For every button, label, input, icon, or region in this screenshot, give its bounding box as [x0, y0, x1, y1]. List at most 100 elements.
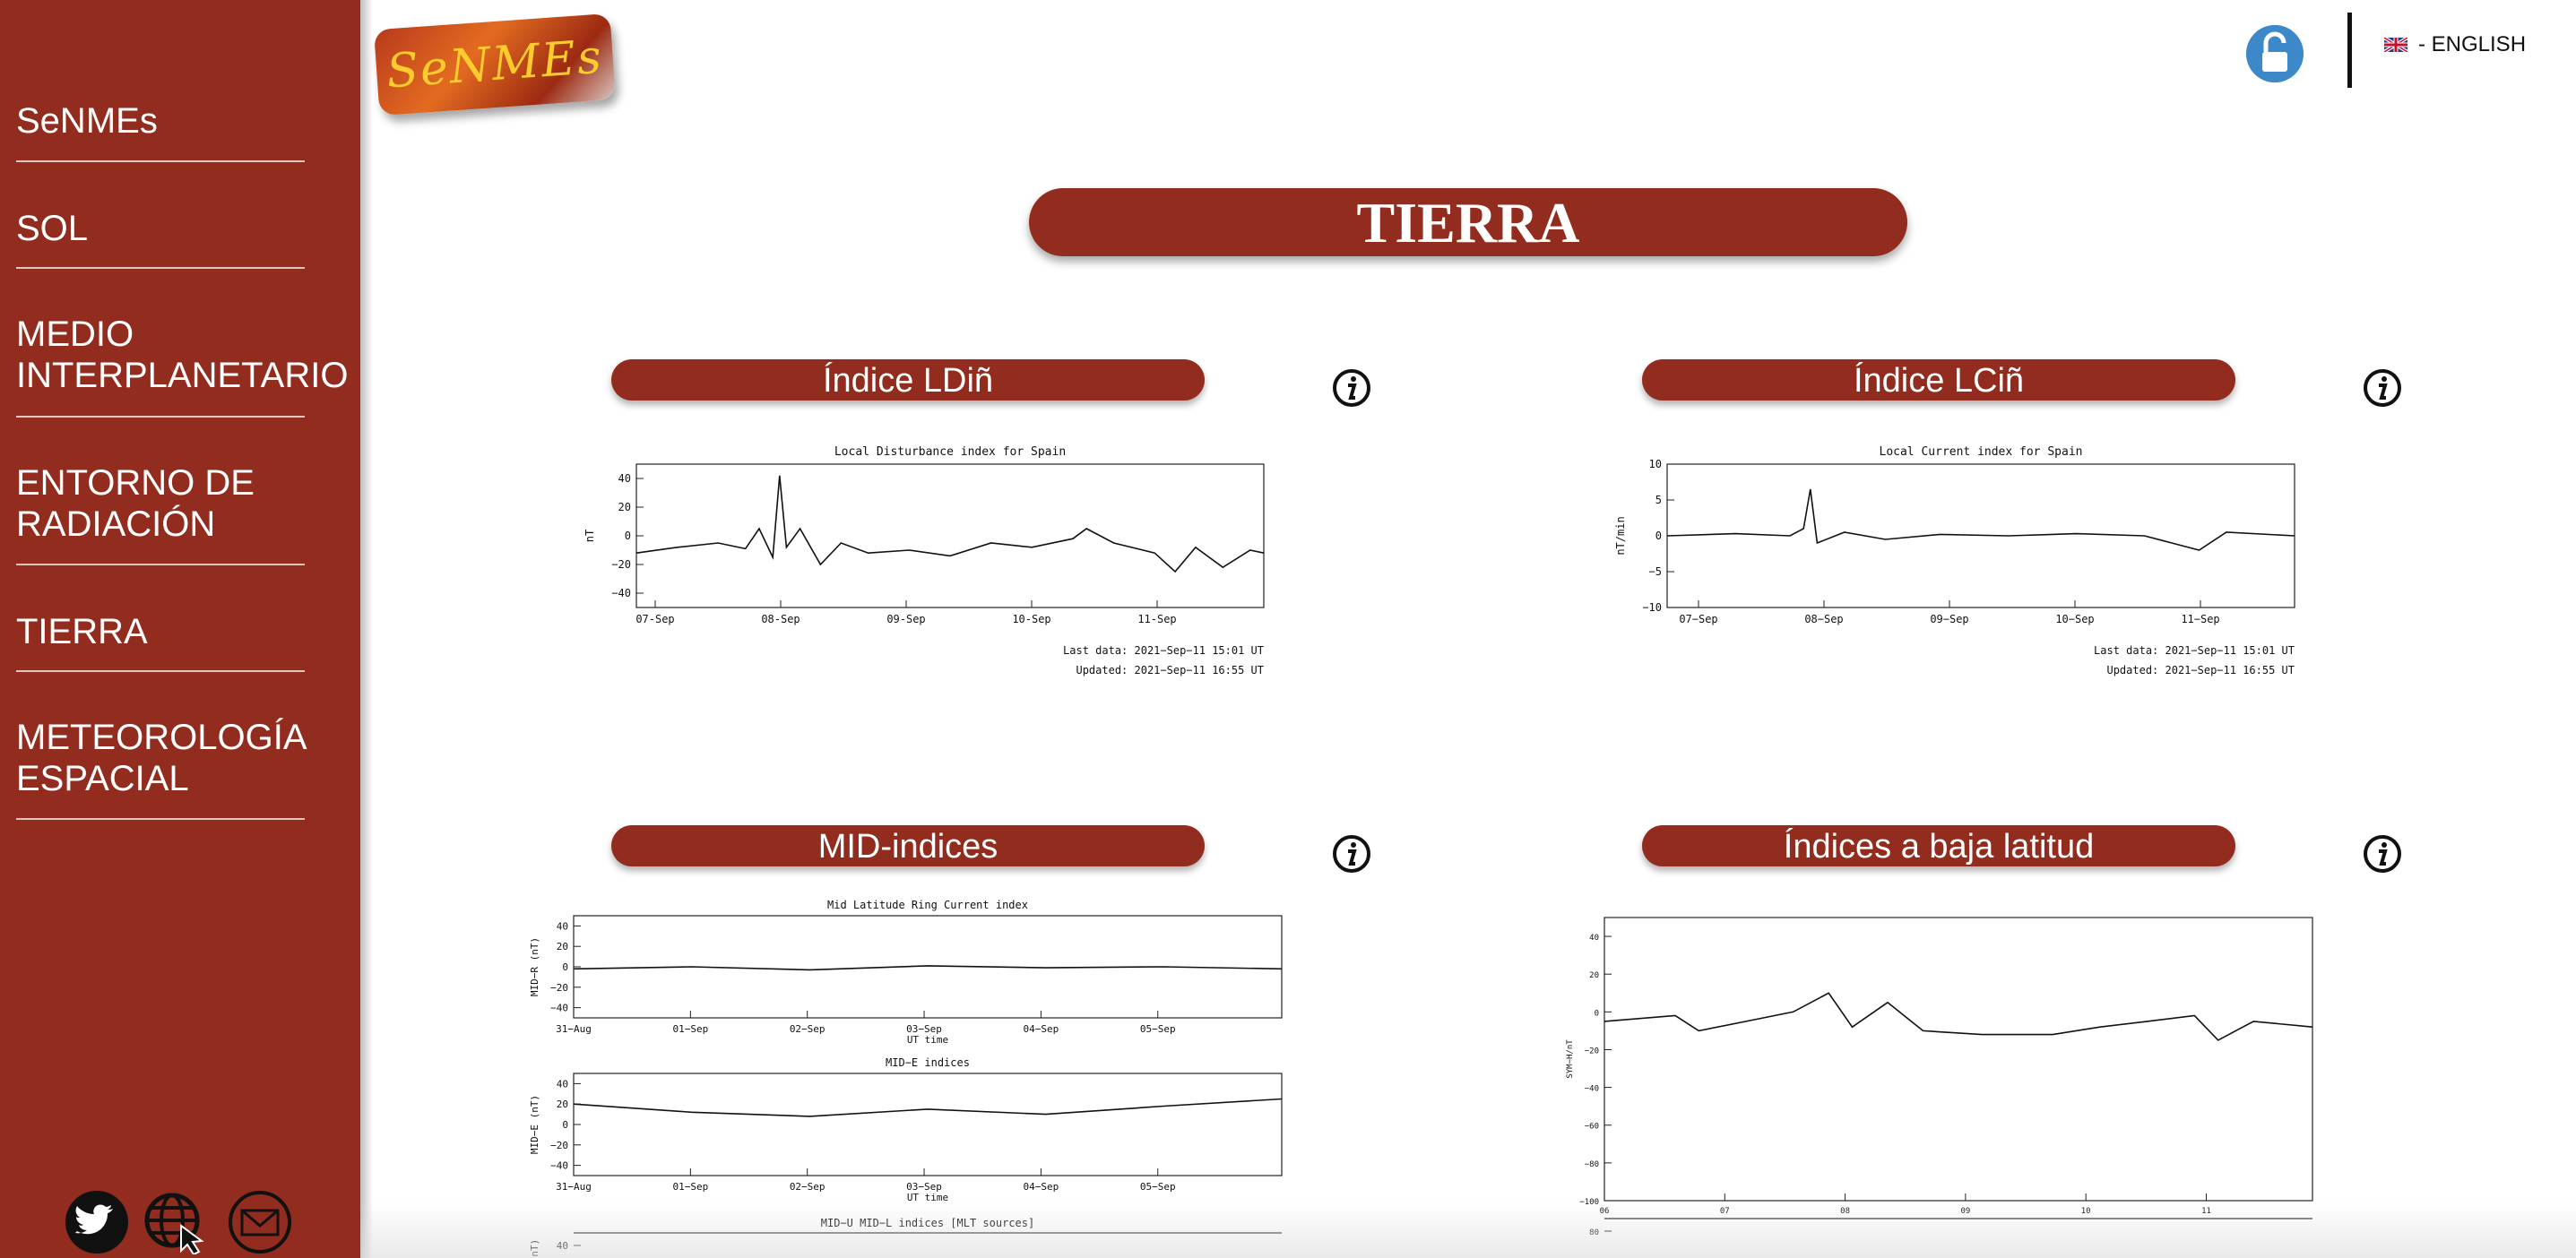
y-tick-label: −20 — [1585, 1047, 1599, 1056]
x-tick-label: 07−Sep — [1679, 613, 1717, 625]
x-tick-label: 08−Sep — [1804, 613, 1843, 625]
language-label: - ENGLISH — [2418, 32, 2527, 56]
plot-frame — [573, 1073, 1283, 1176]
y-tick-label: −60 — [1585, 1123, 1599, 1132]
chart-title: Local Current index for Spain — [1880, 445, 2083, 459]
sidebar-item-meteorologia-espacial[interactable]: METEOROLOGÍA ESPACIAL — [16, 718, 307, 798]
header-divider — [2347, 13, 2352, 88]
y-tick-label: 40 — [557, 1078, 568, 1090]
x-tick-label: 01−Sep — [672, 1023, 708, 1035]
y-tick-label: −20 — [550, 982, 568, 994]
plot-frame — [635, 463, 1265, 608]
bottom-fade — [360, 1201, 2576, 1258]
y-tick-label: −40 — [550, 1003, 568, 1014]
sidebar: SeNMEs SOL MEDIO INTERPLANETARIO ENTORNO… — [0, 0, 360, 1258]
language-switch[interactable]: - ENGLISH — [2384, 32, 2526, 57]
y-tick-label: 10 — [1649, 458, 1662, 470]
section-title-mid-indices: MID-indices — [611, 825, 1205, 866]
x-axis-label: UT time — [907, 1034, 948, 1046]
unlock-icon[interactable] — [2246, 25, 2304, 82]
chart-note: Updated: 2021−Sep−11 16:55 UT — [2106, 664, 2295, 676]
chart-mid-r: Mid Latitude Ring Current index MID−R (nT… — [529, 899, 1283, 1046]
chart-note: Updated: 2021−Sep−11 16:55 UT — [1076, 664, 1264, 676]
x-tick-label: 09−Sep — [1930, 613, 1968, 625]
sidebar-divider — [16, 818, 305, 820]
x-tick-label: 08-Sep — [761, 613, 800, 625]
y-tick-label: 0 — [562, 1119, 568, 1131]
sidebar-divider — [16, 160, 305, 162]
sidebar-item-tierra[interactable]: TIERRA — [16, 612, 148, 651]
series-line — [1604, 992, 2313, 1041]
x-tick-label: 05−Sep — [1140, 1023, 1176, 1035]
x-tick-label: 07-Sep — [635, 613, 674, 625]
chart-local-current: Local Current index for Spain nT/min 10 5 0 −… — [1614, 445, 2295, 676]
y-tick-label: −80 — [1585, 1160, 1599, 1169]
y-tick-label: −40 — [550, 1160, 568, 1172]
y-tick-label: 20 — [1589, 971, 1599, 980]
globe-cursor-icon[interactable] — [140, 1190, 212, 1254]
y-axis-label: nT/min — [1614, 516, 1627, 555]
section-title-ldin: Índice LDiñ — [611, 359, 1205, 401]
sidebar-divider — [16, 416, 305, 418]
x-tick-label: 10-Sep — [1012, 613, 1050, 625]
sidebar-divider — [16, 267, 305, 269]
twitter-icon[interactable] — [61, 1190, 133, 1254]
info-icon[interactable] — [2363, 368, 2402, 408]
chart-title: Mid Latitude Ring Current index — [827, 899, 1028, 911]
section-title-lcin: Índice LCiñ — [1642, 359, 2235, 401]
y-axis-label: MID−E (nT) — [529, 1095, 540, 1154]
chart-title: Local Disturbance index for Spain — [834, 445, 1066, 459]
sidebar-divider — [16, 670, 305, 672]
sidebar-item-entorno-radiacion[interactable]: ENTORNO DE RADIACIÓN — [16, 463, 255, 544]
sidebar-item-senmes[interactable]: SeNMEs — [16, 101, 158, 141]
series-line — [573, 965, 1283, 971]
y-tick-label: 40 — [1589, 934, 1599, 943]
chart-low-latitude: SYM−H/nT40200−20−40−60−80−10006070809101… — [1566, 917, 2313, 1213]
info-icon[interactable] — [2363, 834, 2402, 874]
chart-mid-e: MID−E indices MID−E (nT) 40 20 0 −20 −40 31−Aug… — [529, 1056, 1283, 1203]
senmes-logo[interactable]: SeNMEs — [373, 13, 617, 116]
y-axis-label: SYM−H/nT — [1566, 1039, 1575, 1079]
chart-note: Last data: 2021−Sep−11 15:01 UT — [1063, 644, 1264, 657]
y-tick-label: −5 — [1649, 565, 1662, 578]
series-line — [635, 475, 1265, 573]
sidebar-divider — [16, 564, 305, 565]
x-axis-label: UT time — [907, 1192, 948, 1203]
plot-frame — [1604, 917, 2313, 1202]
x-tick-label: 04−Sep — [1024, 1181, 1059, 1193]
y-tick-label: 40 — [557, 920, 568, 932]
chart-local-disturbance: Local Disturbance index for Spain nT 40 20 0… — [583, 445, 1265, 676]
chart-note: Last data: 2021−Sep−11 15:01 UT — [2094, 644, 2295, 657]
info-icon[interactable] — [1332, 834, 1371, 874]
info-icon[interactable] — [1332, 368, 1371, 408]
x-tick-label: 01−Sep — [672, 1181, 708, 1193]
sidebar-item-sol[interactable]: SOL — [16, 209, 89, 248]
sidebar-shadow — [360, 0, 373, 1258]
y-axis-label: nT — [583, 530, 596, 542]
y-tick-label: 20 — [618, 501, 631, 513]
uk-flag-icon — [2384, 38, 2407, 52]
mail-icon[interactable] — [224, 1190, 296, 1254]
x-tick-label: 31−Aug — [556, 1023, 592, 1035]
y-tick-label: 5 — [1655, 494, 1662, 506]
x-tick-label: 03−Sep — [906, 1023, 942, 1035]
x-tick-label: 02−Sep — [790, 1181, 826, 1193]
logo-text: SeNMEs — [385, 30, 605, 99]
series-line — [1666, 488, 2295, 551]
y-tick-label: −10 — [1642, 601, 1662, 614]
x-tick-label: 31−Aug — [556, 1181, 592, 1193]
y-tick-label: −40 — [1585, 1085, 1599, 1094]
section-title-baja-latitud: Índices a baja latitud — [1642, 825, 2235, 866]
y-axis-label: MID−R (nT) — [529, 937, 540, 996]
x-tick-label: 05−Sep — [1140, 1181, 1176, 1193]
page-title: TIERRA — [1029, 188, 1907, 256]
y-tick-label: 0 — [1595, 1009, 1599, 1018]
y-tick-label: −20 — [550, 1140, 568, 1151]
sidebar-item-medio-interplanetario[interactable]: MEDIO INTERPLANETARIO — [16, 314, 349, 395]
y-tick-label: −20 — [611, 558, 631, 571]
y-tick-label: −40 — [611, 587, 631, 599]
y-tick-label: 0 — [625, 530, 631, 542]
x-tick-label: 04−Sep — [1024, 1023, 1059, 1035]
x-tick-label: 11−Sep — [2181, 613, 2219, 625]
x-tick-label: 11-Sep — [1137, 613, 1176, 625]
